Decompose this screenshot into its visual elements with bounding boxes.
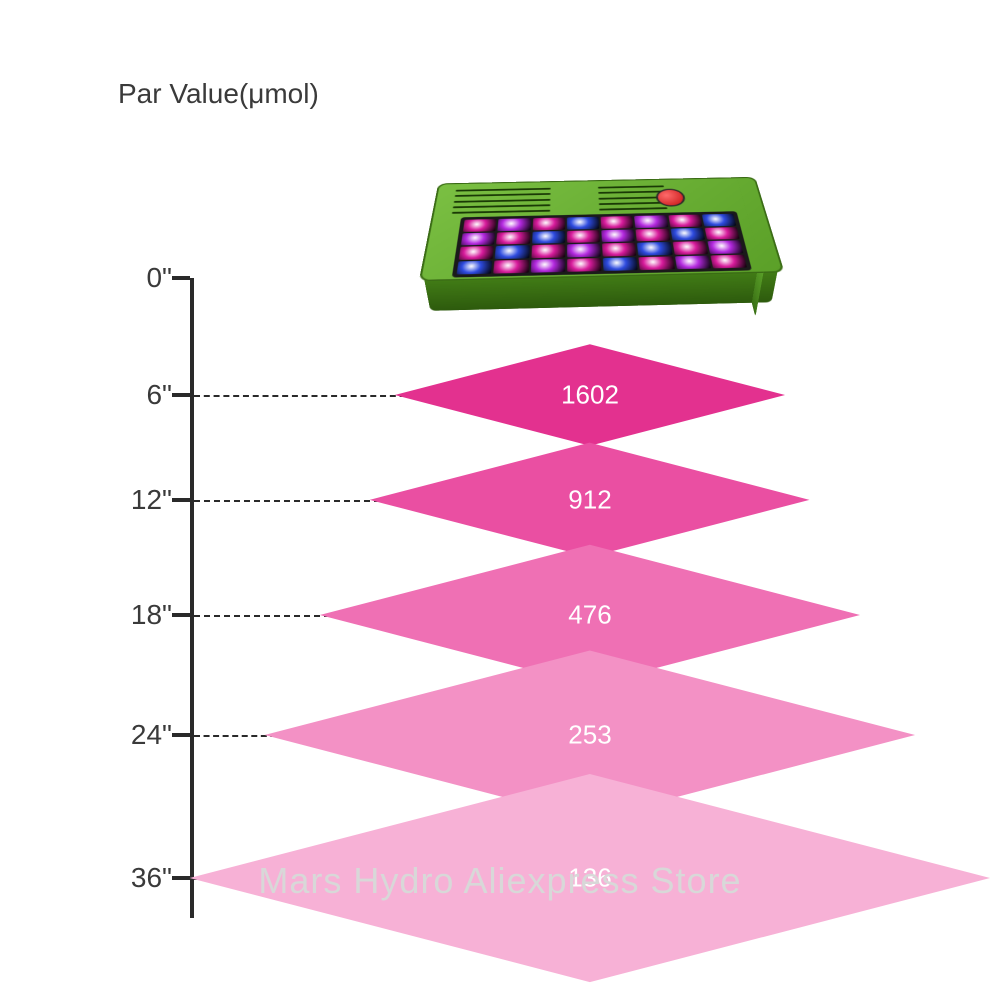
led-cell [567,230,600,243]
axis-tick-label: 18" [131,599,172,631]
led-cell [495,245,530,259]
watermark-text: Mars Hydro Aliexpress Store [0,860,1000,902]
axis-tick [172,276,190,280]
axis-tick [172,733,190,737]
par-diamond: 1602 [395,344,785,445]
led-cell [457,260,493,274]
led-cell [463,219,497,232]
led-cell [674,255,710,269]
par-value: 1602 [561,380,619,411]
par-value: 912 [568,485,611,516]
led-cell [567,244,601,258]
axis-tick-label: 6" [146,379,172,411]
axis-tick-label: 24" [131,719,172,751]
led-cell [496,231,530,244]
led-cell [637,242,672,256]
led-cell [498,218,531,231]
led-cell [670,228,705,241]
led-cell [668,215,702,227]
led-cell [710,254,747,268]
led-panel [452,211,752,277]
led-cell [602,243,636,257]
chart-title: Par Value(μmol) [118,78,319,110]
led-cell [461,232,496,245]
led-cell [601,216,634,229]
led-cell [567,217,599,230]
led-cell [634,215,668,227]
led-cell [531,244,565,258]
led-cell [707,240,743,253]
par-diamond: 912 [370,443,810,557]
led-cell [459,246,494,260]
led-cell [672,241,708,254]
led-cell [532,218,565,231]
led-cell [567,258,602,272]
led-cell [639,256,675,270]
led-cell [493,259,528,273]
led-cell [704,227,739,240]
led-cell [601,229,635,242]
led-cell [702,214,737,226]
axis-tick [172,393,190,397]
led-cell [603,257,638,271]
led-cell [636,228,670,241]
axis-tick-label: 12" [131,484,172,516]
led-cell [532,231,565,244]
led-cell [530,259,565,273]
par-value: 476 [568,600,611,631]
axis-tick [172,613,190,617]
grow-light-illustration [419,177,785,282]
par-value: 253 [568,720,611,751]
axis-tick [172,498,190,502]
axis-tick-label: 0" [146,262,172,294]
